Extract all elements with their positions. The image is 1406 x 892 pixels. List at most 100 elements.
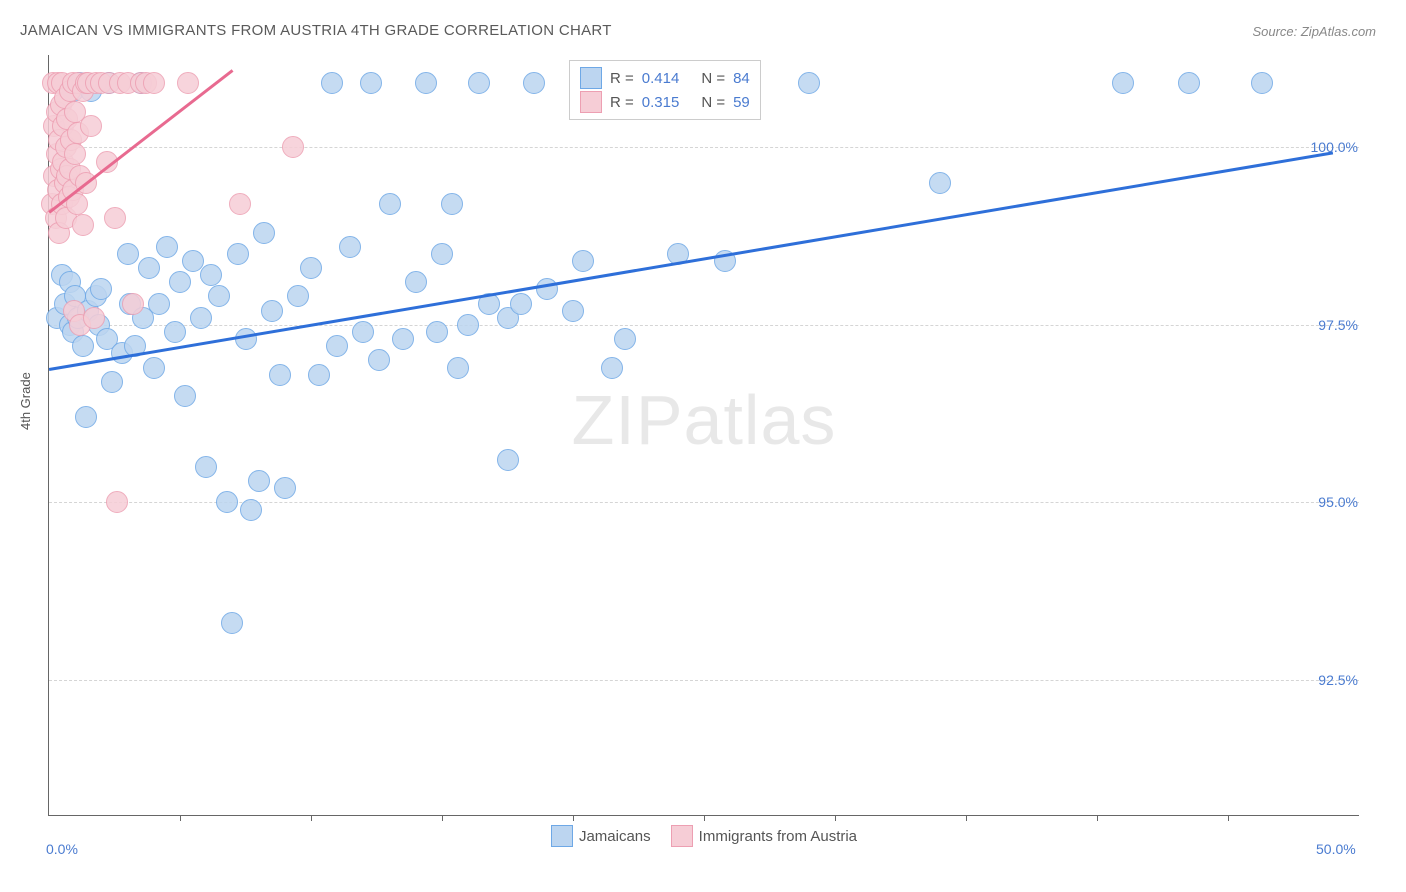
scatter-point [308,364,330,386]
scatter-point [169,271,191,293]
scatter-point [392,328,414,350]
scatter-point [90,278,112,300]
scatter-point [1112,72,1134,94]
scatter-point [379,193,401,215]
r-label: R = [610,94,634,111]
y-tick-label: 100.0% [1311,139,1358,155]
scatter-point [523,72,545,94]
legend-swatch [671,825,693,847]
tick-mark-x [573,815,574,821]
scatter-point [614,328,636,350]
legend-item: Jamaicans [551,825,651,847]
tick-mark-x [704,815,705,821]
chart-area: ZIPatlas R =0.414N =84R =0.315N =59 Jama… [48,55,1359,816]
y-axis-label: 4th Grade [18,372,33,430]
scatter-point [80,115,102,137]
scatter-point [143,72,165,94]
y-tick-label: 97.5% [1318,317,1358,333]
tick-mark-x [1228,815,1229,821]
scatter-point [164,321,186,343]
scatter-point [190,307,212,329]
tick-mark-x [442,815,443,821]
scatter-point [101,371,123,393]
scatter-point [562,300,584,322]
scatter-point [510,293,532,315]
legend-item: Immigrants from Austria [671,825,857,847]
scatter-point [601,357,623,379]
scatter-point [229,193,251,215]
scatter-point [405,271,427,293]
legend-stats: R =0.414N =84R =0.315N =59 [569,60,761,120]
scatter-point [117,243,139,265]
chart-title: JAMAICAN VS IMMIGRANTS FROM AUSTRIA 4TH … [20,22,612,39]
scatter-point [235,328,257,350]
scatter-point [83,307,105,329]
scatter-point [200,264,222,286]
scatter-point [261,300,283,322]
scatter-point [240,499,262,521]
scatter-point [326,335,348,357]
legend-swatch [580,91,602,113]
n-label: N = [701,70,725,87]
scatter-point [321,72,343,94]
scatter-point [274,477,296,499]
r-label: R = [610,70,634,87]
scatter-point [208,285,230,307]
scatter-point [282,136,304,158]
legend-swatch [551,825,573,847]
gridline-h [49,680,1359,681]
tick-mark-x [1097,815,1098,821]
scatter-point [1251,72,1273,94]
gridline-h [49,325,1359,326]
tick-mark-x [835,815,836,821]
scatter-point [138,257,160,279]
scatter-point [368,349,390,371]
scatter-point [72,214,94,236]
scatter-point [300,257,322,279]
n-value: 59 [733,94,750,111]
scatter-point [447,357,469,379]
scatter-point [104,207,126,229]
scatter-point [457,314,479,336]
r-value: 0.414 [642,70,680,87]
tick-mark-x [311,815,312,821]
watermark: ZIPatlas [572,380,837,460]
r-value: 0.315 [642,94,680,111]
scatter-point [352,321,374,343]
scatter-point [195,456,217,478]
scatter-point [174,385,196,407]
scatter-point [72,335,94,357]
scatter-point [143,357,165,379]
scatter-point [360,72,382,94]
scatter-point [572,250,594,272]
scatter-point [269,364,291,386]
scatter-point [177,72,199,94]
scatter-point [148,293,170,315]
y-tick-label: 95.0% [1318,494,1358,510]
scatter-point [497,449,519,471]
scatter-point [441,193,463,215]
scatter-point [929,172,951,194]
scatter-point [426,321,448,343]
scatter-point [431,243,453,265]
scatter-point [64,143,86,165]
scatter-point [216,491,238,513]
scatter-point [106,491,128,513]
scatter-point [248,470,270,492]
legend-stat-row: R =0.414N =84 [580,67,750,89]
legend-label: Jamaicans [579,828,651,845]
scatter-point [156,236,178,258]
tick-mark-x [966,815,967,821]
source-label: Source: ZipAtlas.com [1252,24,1376,39]
scatter-point [253,222,275,244]
watermark-zip: ZIP [572,381,684,459]
gridline-h [49,147,1359,148]
x-tick-label: 50.0% [1316,841,1356,857]
scatter-point [1178,72,1200,94]
scatter-point [182,250,204,272]
scatter-point [415,72,437,94]
scatter-point [468,72,490,94]
scatter-point [287,285,309,307]
scatter-point [122,293,144,315]
scatter-point [227,243,249,265]
